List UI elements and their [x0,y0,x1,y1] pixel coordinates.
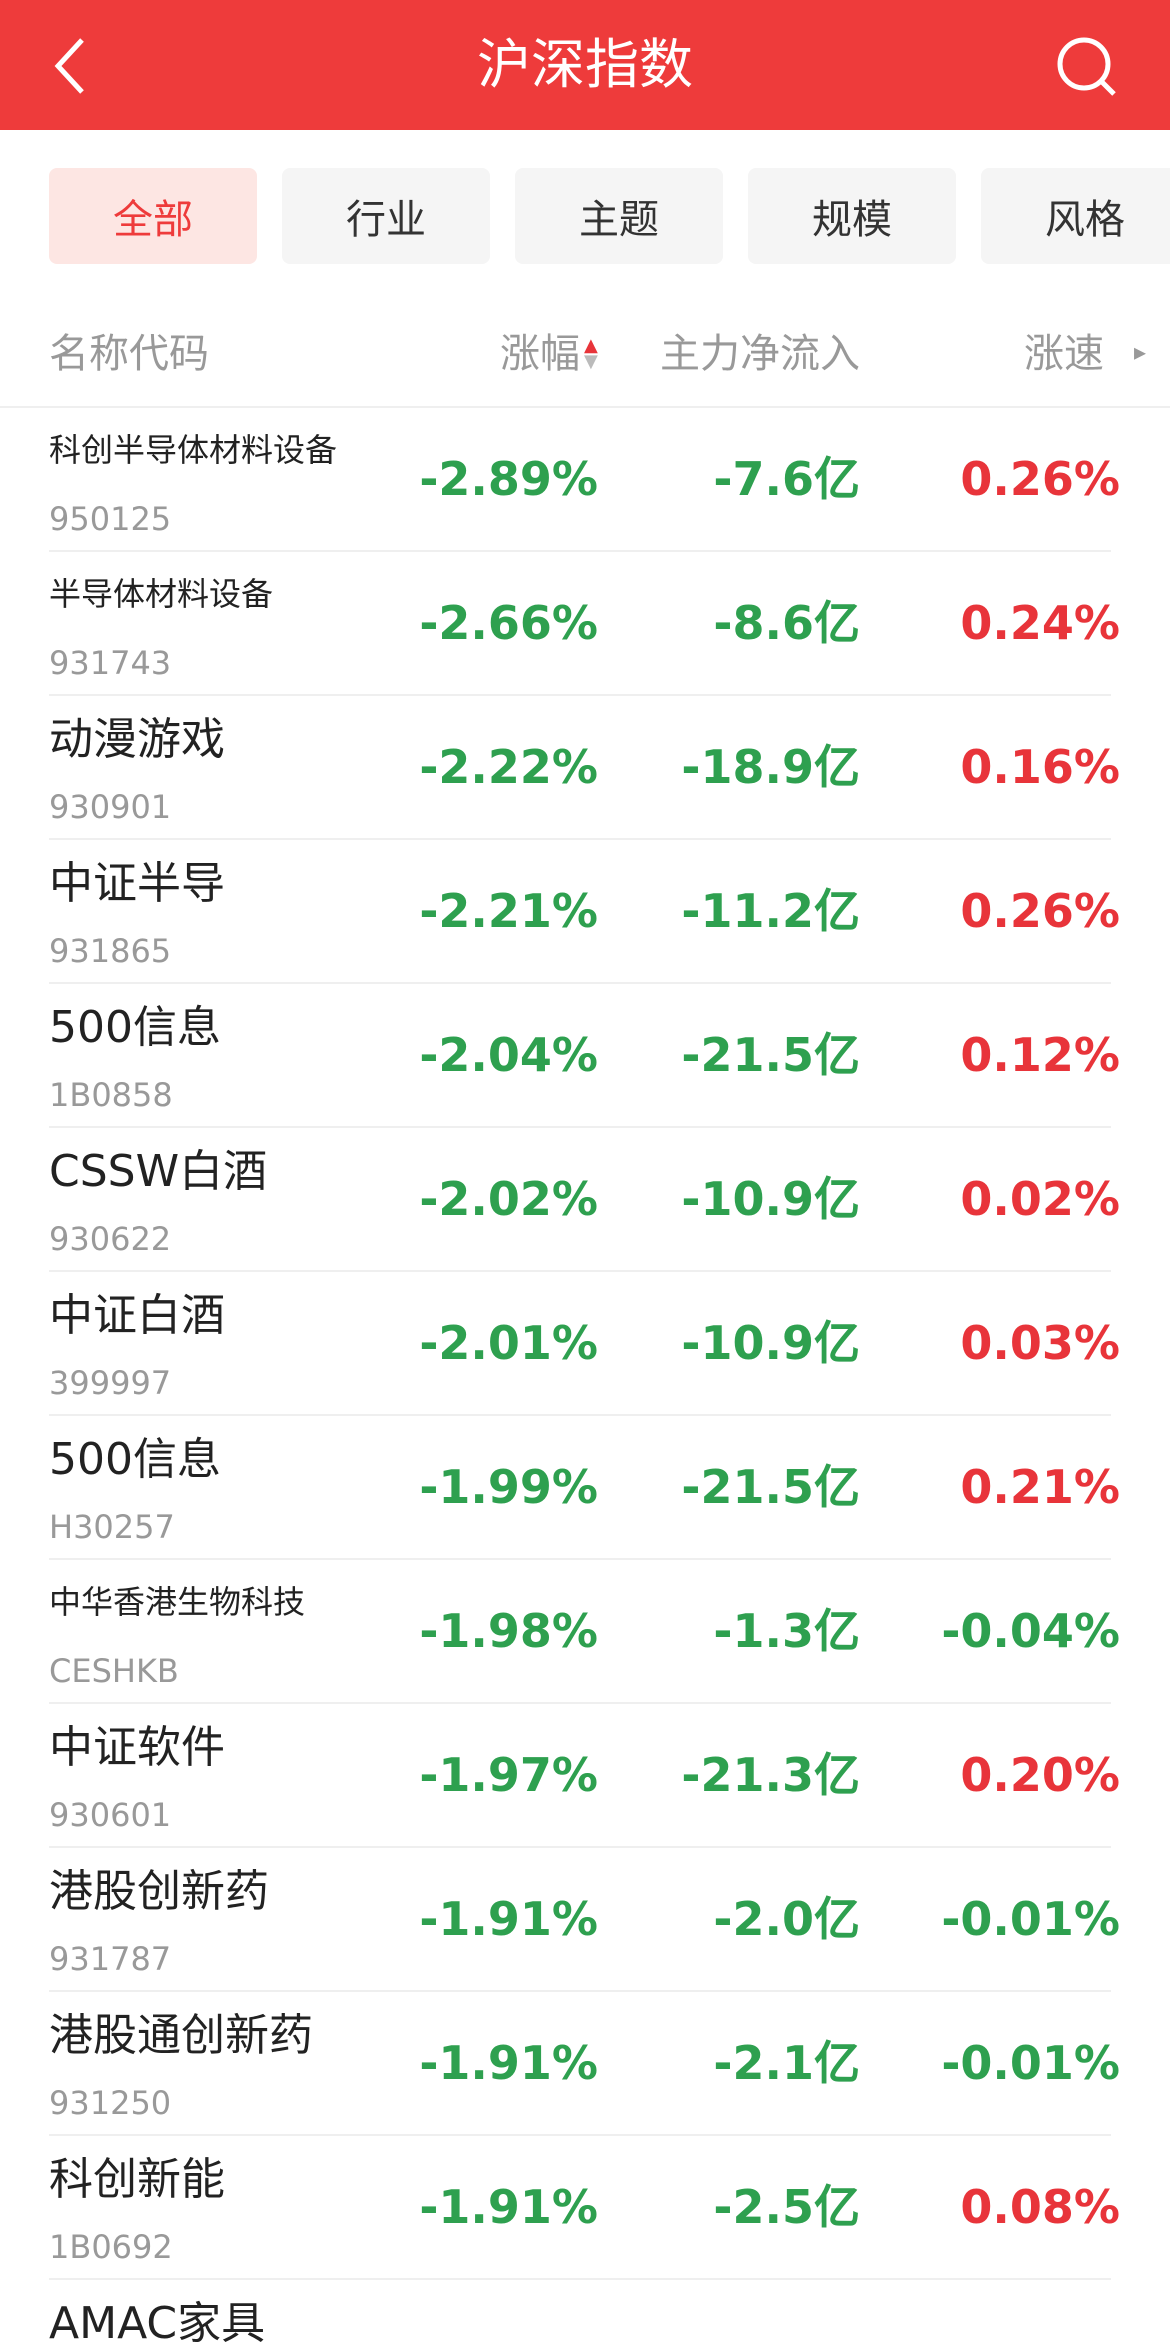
speed: 0.08% [960,2180,1120,2234]
row-divider [49,550,1111,552]
row-divider [49,1126,1111,1128]
speed: 0.26% [960,884,1120,938]
net-inflow: -10.9亿 [681,1316,860,1370]
index-name[interactable]: 港股通创新药 [49,2010,313,2061]
index-code: 950125 [49,500,172,538]
speed: 0.26% [960,452,1120,506]
more-icon: ▸ [1134,338,1147,366]
net-inflow: -8.6亿 [713,596,860,650]
index-name[interactable]: 500信息 [49,1002,221,1053]
speed: 0.21% [960,1460,1120,1514]
net-inflow: -21.5亿 [681,1028,860,1082]
change-pct: -2.04% [419,1028,598,1082]
speed: 0.24% [960,596,1120,650]
index-code: 1B0858 [49,1076,173,1114]
index-name[interactable]: 科创新能 [49,2154,225,2205]
search-button[interactable] [1054,34,1118,98]
speed: 0.02% [960,1172,1120,1226]
index-name[interactable]: 中证软件 [49,1722,225,1773]
row-divider [49,1990,1111,1992]
index-code: 931787 [49,1940,172,1978]
speed: 0.12% [960,1028,1120,1082]
net-inflow: -11.2亿 [681,884,860,938]
index-code: 931743 [49,644,172,682]
column-header[interactable]: 涨速 [1024,331,1104,377]
row-divider [49,1702,1111,1704]
change-pct: -2.02% [419,1172,598,1226]
row-divider [49,2278,1111,2280]
speed: -0.04% [941,1604,1120,1658]
index-name[interactable]: AMAC家具 [49,2298,266,2349]
change-pct: -2.66% [419,596,598,650]
net-inflow: -2.5亿 [713,2180,860,2234]
index-name[interactable]: 中证半导 [49,858,225,909]
top-bar: 沪深指数 [0,0,1170,130]
speed: -0.01% [941,2036,1120,2090]
speed: -0.01% [941,1892,1120,1946]
tab[interactable]: 风格 [981,168,1170,264]
row-divider [49,1846,1111,1848]
row-divider [49,2134,1111,2136]
change-pct: -2.89% [419,452,598,506]
page-title: 沪深指数 [477,33,693,96]
change-pct: -2.01% [419,1316,598,1370]
tab[interactable]: 全部 [49,168,257,264]
index-code: H30257 [49,1508,175,1546]
change-pct: -1.97% [419,1748,598,1802]
row-divider [49,1414,1111,1416]
back-button[interactable] [50,36,90,96]
net-inflow: -2.1亿 [713,2036,860,2090]
tab[interactable]: 行业 [282,168,490,264]
index-code: CESHKB [49,1652,179,1690]
index-code: 931250 [49,2084,172,2122]
index-code: 931865 [49,932,172,970]
index-name[interactable]: 中证白酒 [49,1290,225,1341]
change-pct: -1.91% [419,2180,598,2234]
change-pct: -1.99% [419,1460,598,1514]
index-name[interactable]: 半导体材料设备 [49,575,274,613]
row-divider [49,1270,1111,1272]
index-code: 1B0692 [49,2228,173,2266]
net-inflow: -18.9亿 [681,740,860,794]
net-inflow: -7.6亿 [713,452,860,506]
row-divider [49,982,1111,984]
change-pct: -2.21% [419,884,598,938]
net-inflow: -1.3亿 [713,1604,860,1658]
sort-icon: ▲ ▼ [584,335,598,373]
column-header[interactable]: 涨幅 [500,331,580,377]
row-divider [49,838,1111,840]
change-pct: -1.91% [419,1892,598,1946]
tab[interactable]: 规模 [748,168,956,264]
index-name[interactable]: CSSW白酒 [49,1146,268,1197]
change-pct: -2.22% [419,740,598,794]
column-header: 名称代码 [49,331,209,377]
speed: 0.03% [960,1316,1120,1370]
net-inflow: -2.0亿 [713,1892,860,1946]
index-code: 930622 [49,1220,172,1258]
index-code: 930901 [49,788,172,826]
row-divider [49,694,1111,696]
speed: 0.20% [960,1748,1120,1802]
net-inflow: -21.3亿 [681,1748,860,1802]
index-code: 930601 [49,1796,172,1834]
net-inflow: -21.5亿 [681,1460,860,1514]
index-name[interactable]: 科创半导体材料设备 [49,431,338,469]
change-pct: -1.98% [419,1604,598,1658]
index-name[interactable]: 500信息 [49,1434,221,1485]
column-header[interactable]: 主力净流入 [660,331,860,377]
index-name[interactable]: 中华香港生物科技 [49,1583,306,1621]
tab[interactable]: 主题 [515,168,723,264]
index-name[interactable]: 动漫游戏 [49,714,225,765]
row-divider [49,1558,1111,1560]
net-inflow: -10.9亿 [681,1172,860,1226]
index-code: 399997 [49,1364,172,1402]
change-pct: -1.91% [419,2036,598,2090]
speed: 0.16% [960,740,1120,794]
index-name[interactable]: 港股创新药 [49,1866,269,1917]
